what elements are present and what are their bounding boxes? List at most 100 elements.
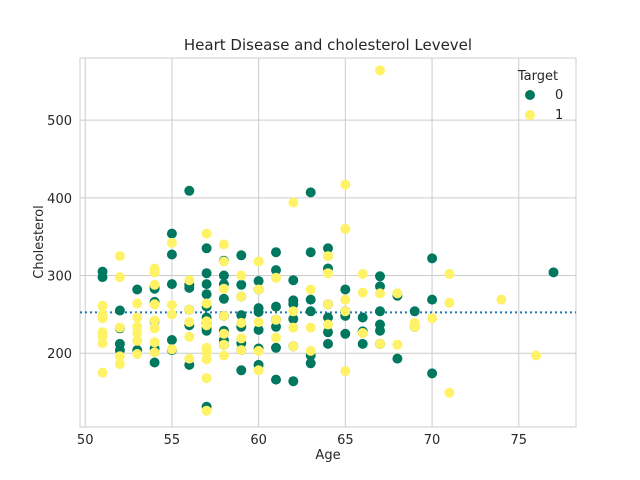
- point-target-1: [236, 333, 247, 344]
- point-target-1: [114, 322, 125, 333]
- point-target-1: [288, 322, 299, 333]
- point-target-1: [149, 267, 160, 278]
- point-target-1: [97, 338, 108, 349]
- point-target-0: [288, 299, 299, 310]
- legend-marker-1: [525, 110, 535, 120]
- point-target-1: [218, 339, 229, 350]
- point-target-0: [271, 265, 281, 276]
- point-target-1: [201, 298, 212, 309]
- point-target-0: [340, 328, 351, 339]
- point-target-1: [149, 299, 160, 310]
- point-target-0: [375, 271, 385, 282]
- point-target-1: [253, 284, 264, 295]
- point-target-0: [236, 310, 247, 321]
- legend-label-0: 0: [555, 88, 563, 103]
- point-target-1: [340, 306, 351, 317]
- point-target-1: [218, 310, 229, 321]
- point-target-1: [323, 319, 333, 330]
- point-target-0: [305, 306, 316, 317]
- point-target-1: [305, 322, 316, 333]
- point-target-0: [253, 324, 264, 335]
- point-target-0: [427, 253, 438, 264]
- point-target-0: [236, 365, 247, 376]
- point-target-1: [305, 345, 316, 356]
- point-target-0: [427, 294, 438, 305]
- x-tick-label: 65: [337, 433, 354, 448]
- point-target-1: [409, 321, 420, 332]
- point-target-0: [340, 284, 351, 295]
- point-target-0: [271, 321, 281, 332]
- point-target-1: [184, 304, 195, 315]
- point-target-1: [340, 223, 351, 234]
- point-target-1: [114, 359, 125, 370]
- point-target-1: [271, 332, 281, 343]
- point-target-0: [323, 312, 333, 323]
- point-target-1: [114, 272, 125, 283]
- plot-area: [79, 57, 577, 428]
- point-target-1: [340, 294, 351, 305]
- point-target-0: [184, 185, 195, 196]
- point-target-0: [323, 243, 333, 254]
- point-target-1: [218, 239, 229, 250]
- point-target-1: [218, 328, 229, 339]
- y-tick-label: 200: [47, 347, 72, 362]
- x-tick-label: 70: [424, 433, 441, 448]
- point-target-1: [149, 315, 160, 326]
- point-target-0: [427, 368, 438, 379]
- point-target-1: [271, 314, 281, 325]
- point-target-0: [166, 279, 177, 290]
- point-target-1: [218, 350, 229, 361]
- point-target-1: [323, 251, 333, 262]
- point-target-1: [444, 269, 455, 279]
- point-target-0: [305, 358, 316, 369]
- point-target-1: [357, 328, 368, 338]
- point-target-1: [288, 341, 299, 352]
- point-target-0: [305, 187, 316, 198]
- point-target-0: [409, 306, 420, 317]
- point-target-1: [149, 279, 160, 290]
- point-target-1: [392, 288, 403, 299]
- point-target-1: [201, 347, 212, 358]
- point-target-0: [305, 247, 316, 258]
- point-target-0: [166, 249, 177, 260]
- point-target-1: [166, 344, 177, 355]
- point-target-0: [97, 272, 108, 283]
- point-target-1: [149, 337, 160, 348]
- point-target-1: [444, 297, 455, 308]
- point-target-0: [375, 306, 385, 317]
- point-target-1: [184, 275, 195, 286]
- y-tick-label: 500: [47, 114, 72, 129]
- point-target-1: [132, 335, 143, 346]
- point-target-1: [392, 339, 403, 350]
- point-target-1: [184, 331, 195, 342]
- point-target-0: [253, 307, 264, 317]
- point-target-0: [236, 279, 247, 290]
- point-target-1: [184, 317, 195, 328]
- point-target-1: [97, 331, 108, 342]
- y-tick-label: 400: [47, 192, 72, 207]
- point-target-1: [97, 300, 108, 311]
- point-target-0: [288, 314, 299, 324]
- point-target-1: [97, 313, 108, 324]
- legend-label-1: 1: [555, 108, 563, 123]
- tick-labels: 50 55 60 65 70 75 200 300 400 500: [47, 114, 527, 448]
- x-tick-label: 75: [510, 433, 527, 448]
- point-target-1: [201, 354, 212, 365]
- point-target-0: [184, 282, 195, 293]
- point-target-0: [253, 276, 264, 286]
- point-target-0: [271, 342, 281, 353]
- point-target-1: [357, 269, 368, 279]
- chart-title: Heart Disease and cholesterol Levevel: [184, 36, 472, 54]
- data-points: [97, 65, 559, 416]
- point-target-1: [253, 256, 264, 267]
- point-target-1: [218, 283, 229, 294]
- point-target-0: [392, 353, 403, 364]
- point-target-1: [375, 338, 385, 349]
- point-target-0: [201, 243, 212, 254]
- point-target-1: [305, 284, 316, 295]
- point-target-1: [201, 320, 212, 331]
- point-target-1: [114, 351, 125, 362]
- point-target-1: [444, 387, 455, 398]
